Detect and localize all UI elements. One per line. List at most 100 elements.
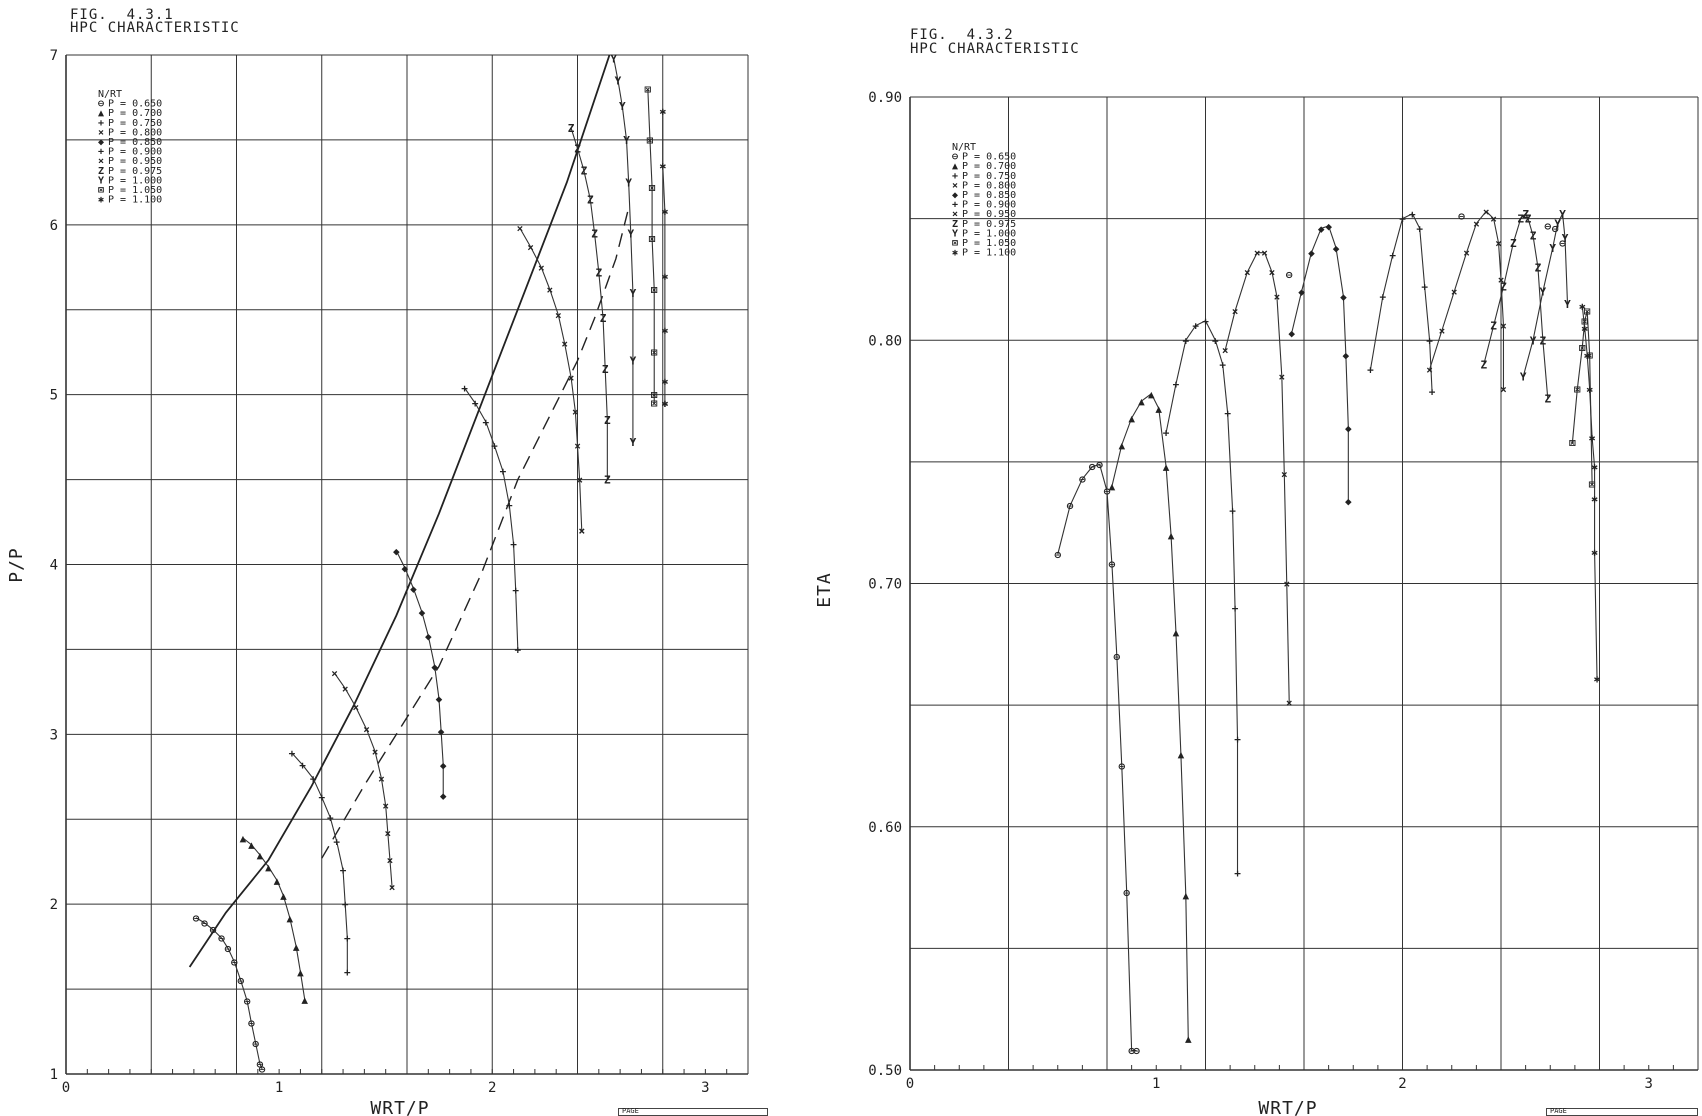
data-point-marker: ⊠ (651, 346, 658, 359)
data-point-marker: × (1222, 344, 1229, 357)
data-point-marker: Z (1530, 230, 1537, 243)
data-point-marker: × (1439, 325, 1446, 338)
data-point-marker: ⊠ (1584, 305, 1591, 318)
series-line (395, 550, 444, 796)
y-tick-label: 2 (50, 897, 58, 913)
data-point-marker: Y (1559, 208, 1566, 221)
series-0.750: ++++++++++ (289, 747, 351, 979)
data-point-marker: ▲ (1148, 388, 1155, 401)
data-point-marker: Y (1520, 371, 1527, 384)
data-point-marker: Y (627, 227, 634, 240)
data-point-marker: + (1182, 334, 1189, 347)
data-point-marker: ◆ (1325, 220, 1332, 233)
series-0.950: ××××××××××× (1426, 205, 1507, 396)
data-point-marker: Z (1535, 261, 1542, 274)
data-point-marker: + (1234, 733, 1241, 746)
data-point-marker: ◆ (1288, 327, 1295, 340)
data-point-marker: × (555, 309, 562, 322)
legend-marker: ⊠ (952, 238, 958, 249)
data-point-marker: ◆ (419, 606, 426, 619)
series-0.800: ×××××××××× (331, 667, 395, 894)
data-point-marker: ▲ (1185, 1032, 1192, 1045)
data-point-marker: Y (610, 52, 617, 65)
data-point-marker: ⊠ (647, 134, 654, 147)
data-point-marker: ⊠ (1569, 436, 1576, 449)
surge-line (188, 54, 611, 968)
data-point-marker: × (1495, 237, 1502, 250)
legend-entry: P = 1.050 (962, 238, 1016, 249)
series-line (1369, 213, 1433, 392)
data-point-marker: ◆ (1340, 290, 1347, 303)
page-stamp-1-label: PAGE (622, 1107, 639, 1115)
series-0.900: +++++++++ (1367, 208, 1436, 399)
data-point-marker: ▲ (240, 832, 247, 845)
series-line (464, 387, 519, 650)
series-0.750: ++++ ++++++++ (1163, 315, 1241, 880)
legend-title: N/RT (952, 142, 976, 153)
y-tick-label: 0.80 (868, 333, 902, 349)
data-point-marker: ⊖ (257, 1058, 264, 1071)
y-tick-label: 4 (50, 558, 58, 574)
data-point-marker: Z (596, 266, 603, 279)
data-point-marker: + (512, 584, 519, 597)
series-1.050: ⊠⊠⊠⊠⊠⊠⊠ (1569, 305, 1595, 491)
data-point-marker: Y (623, 134, 630, 147)
data-point-marker: ▲ (1182, 889, 1189, 902)
data-point-marker: ◆ (1345, 422, 1352, 435)
y-tick-label: 1 (50, 1067, 58, 1083)
data-point-marker: + (1163, 427, 1170, 440)
legend-marker: × (98, 156, 104, 167)
data-point-marker: ▲ (297, 966, 304, 979)
data-point-marker: × (578, 525, 585, 538)
y-tick-label: 0.70 (868, 577, 902, 593)
data-point-marker: × (517, 222, 524, 235)
data-point-marker: Z (1490, 320, 1497, 333)
data-point-marker: ⊖ (248, 1017, 255, 1030)
legend-marker: ◆ (952, 190, 958, 201)
legend-entry: P = 0.650 (108, 99, 162, 110)
data-point-marker: ⊠ (651, 397, 658, 410)
data-point-marker: + (289, 747, 296, 760)
data-point-marker: × (1254, 247, 1261, 260)
data-point-marker: Z (1544, 393, 1551, 406)
data-point-marker: ◆ (410, 582, 417, 595)
data-point-marker: Y (1562, 232, 1569, 245)
legend-entry: P = 0.950 (962, 209, 1016, 220)
y-tick-label: 0.90 (868, 90, 902, 106)
data-point-marker: × (1490, 213, 1497, 226)
data-point-marker: + (327, 812, 334, 825)
data-point-marker: × (1261, 247, 1268, 260)
data-point-marker: ✱ (1581, 322, 1588, 335)
data-point-marker: Z (1517, 213, 1524, 226)
data-point-marker: ▲ (257, 849, 264, 862)
data-point-marker: Y (1554, 217, 1561, 230)
data-point-marker: ⊖ (225, 942, 232, 955)
data-point-marker: × (385, 827, 392, 840)
data-point-marker: × (1281, 468, 1288, 481)
data-point-marker: ✱ (662, 205, 669, 218)
data-point-marker: ◆ (440, 759, 447, 772)
data-point-marker: + (310, 772, 317, 785)
legend-entry: P = 0.750 (108, 118, 162, 129)
legend-entry: P = 0.850 (962, 190, 1016, 201)
data-point-marker: Z (1522, 208, 1529, 221)
series-line (1483, 212, 1549, 399)
data-point-marker: + (318, 791, 325, 804)
legend-marker: Y (952, 228, 958, 239)
data-point-marker: ✱ (1584, 349, 1591, 362)
legend-marker: + (952, 171, 958, 182)
data-point-marker: × (1232, 305, 1239, 318)
data-point-marker: + (1426, 334, 1433, 347)
data-point-marker: ▲ (1118, 439, 1125, 452)
data-point-marker: ⊖ (1109, 558, 1116, 571)
series-line (647, 88, 655, 404)
data-point-marker: ✱ (1586, 383, 1593, 396)
legend-entry: P = 0.700 (962, 161, 1016, 172)
data-point-marker: ◆ (1345, 495, 1352, 508)
data-point-marker: ▲ (286, 912, 293, 925)
legend-marker: Y (98, 175, 104, 186)
data-point-marker: + (1379, 290, 1386, 303)
